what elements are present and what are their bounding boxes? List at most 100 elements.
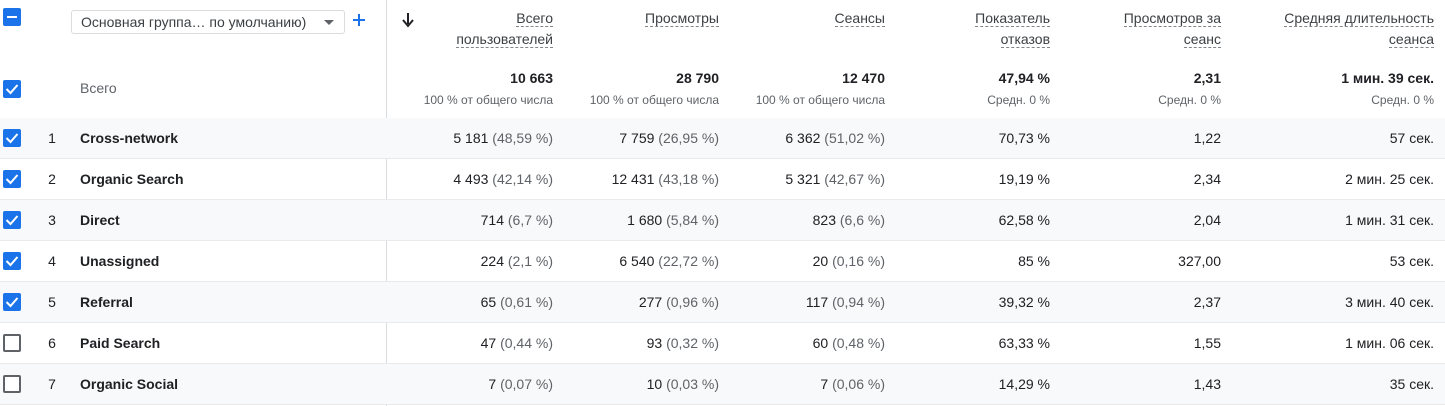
total-avg-duration: 1 мин. 39 сек. bbox=[1341, 70, 1434, 86]
table-row[interactable]: 6 Paid Search 47 (0,44 %) 93 (0,32 %) 60 (0,… bbox=[0, 323, 1445, 364]
row-channel-name[interactable]: Referral bbox=[80, 294, 133, 310]
plus-icon[interactable] bbox=[350, 8, 368, 32]
arrow-down-icon[interactable] bbox=[401, 12, 415, 28]
cell-avg-duration-value: 1 мин. 06 сек. bbox=[1345, 335, 1434, 351]
cell-views-value: 6 540 bbox=[619, 253, 655, 269]
row-channel-name[interactable]: Paid Search bbox=[80, 335, 161, 351]
select-all-checkbox[interactable] bbox=[3, 8, 21, 26]
total-bounce: 47,94 % bbox=[998, 70, 1050, 86]
column-header-bounce[interactable]: Показатель отказов bbox=[921, 8, 1050, 50]
checkmark-icon bbox=[5, 84, 19, 95]
column-header-users-line1: Всего bbox=[516, 10, 553, 27]
column-header-users[interactable]: Всего пользователей bbox=[420, 8, 553, 50]
checkmark-icon bbox=[5, 256, 19, 267]
total-views-sub: 100 % от общего числа bbox=[589, 93, 719, 107]
cell-users: 65 (0,61 %) bbox=[420, 294, 553, 310]
cell-bounce: 19,19 % bbox=[921, 171, 1050, 187]
cell-views-value: 1 680 bbox=[627, 212, 663, 228]
cell-avg-duration-value: 3 мин. 40 сек. bbox=[1345, 294, 1434, 310]
cell-users-percent: (0,07 %) bbox=[500, 376, 553, 392]
cell-views-per-session: 1,22 bbox=[1090, 130, 1221, 146]
column-header-views-per-session[interactable]: Просмотров за сеанс bbox=[1090, 8, 1221, 50]
cell-bounce: 63,33 % bbox=[921, 335, 1050, 351]
totals-checkbox[interactable] bbox=[3, 80, 21, 98]
cell-views-value: 93 bbox=[646, 335, 663, 351]
cell-sessions: 117 (0,94 %) bbox=[746, 294, 885, 310]
cell-views-per-session: 1,43 bbox=[1090, 376, 1221, 392]
cell-views: 6 540 (22,72 %) bbox=[580, 253, 719, 269]
cell-avg-duration-value: 53 сек. bbox=[1389, 253, 1434, 269]
cell-bounce: 14,29 % bbox=[921, 376, 1050, 392]
row-checkbox[interactable] bbox=[3, 293, 21, 311]
cell-users-percent: (6,7 %) bbox=[507, 212, 553, 228]
cell-users-value: 65 bbox=[480, 294, 497, 310]
cell-sessions-percent: (0,06 %) bbox=[832, 376, 885, 392]
table-row[interactable]: 1 Cross-network 5 181 (48,59 %) 7 759 (26,9… bbox=[0, 118, 1445, 159]
column-header-sessions[interactable]: Сеансы bbox=[756, 8, 885, 29]
cell-views-per-session-value: 2,34 bbox=[1193, 171, 1221, 187]
cell-users-percent: (48,59 %) bbox=[492, 130, 553, 146]
cell-views-percent: (43,18 %) bbox=[658, 171, 719, 187]
cell-users-value: 714 bbox=[480, 212, 504, 228]
cell-users-value: 47 bbox=[480, 335, 497, 351]
column-header-views[interactable]: Просмотры bbox=[590, 8, 719, 29]
table-row[interactable]: 7 Organic Social 7 (0,07 %) 10 (0,03 %) 7 (0… bbox=[0, 364, 1445, 405]
table-row[interactable]: 3 Direct 714 (6,7 %) 1 680 (5,84 %) 823 (6,6… bbox=[0, 200, 1445, 241]
row-channel-name[interactable]: Organic Social bbox=[80, 376, 179, 392]
total-duration-sub: Средн. 0 % bbox=[1371, 93, 1434, 107]
row-checkbox[interactable] bbox=[3, 252, 21, 270]
cell-views-per-session-value: 2,37 bbox=[1193, 294, 1221, 310]
checkmark-icon bbox=[5, 297, 19, 308]
cell-bounce-value: 70,73 % bbox=[998, 130, 1050, 146]
row-channel-name[interactable]: Direct bbox=[80, 212, 120, 228]
column-header-bounce-line1: Показатель bbox=[975, 10, 1050, 27]
cell-users-percent: (42,14 %) bbox=[492, 171, 553, 187]
cell-views: 10 (0,03 %) bbox=[580, 376, 719, 392]
row-checkbox[interactable] bbox=[3, 170, 21, 188]
row-checkbox[interactable] bbox=[3, 129, 21, 147]
cell-views-value: 277 bbox=[638, 294, 663, 310]
cell-bounce: 39,32 % bbox=[921, 294, 1050, 310]
cell-avg-duration: 2 мин. 25 сек. bbox=[1255, 171, 1434, 187]
cell-sessions-value: 7 bbox=[820, 376, 829, 392]
row-number: 2 bbox=[48, 171, 56, 187]
cell-avg-duration-value: 1 мин. 31 сек. bbox=[1345, 212, 1434, 228]
table-row[interactable]: 2 Organic Search 4 493 (42,14 %) 12 431 (43… bbox=[0, 159, 1445, 200]
row-number: 4 bbox=[48, 253, 56, 269]
cell-avg-duration-value: 35 сек. bbox=[1389, 376, 1434, 392]
row-checkbox[interactable] bbox=[3, 334, 21, 352]
column-header-bounce-line2: отказов bbox=[1000, 31, 1050, 48]
cell-sessions-value: 60 bbox=[812, 335, 829, 351]
cell-users: 224 (2,1 %) bbox=[420, 253, 553, 269]
cell-views-per-session: 327,00 bbox=[1090, 253, 1221, 269]
row-checkbox[interactable] bbox=[3, 211, 21, 229]
row-channel-name[interactable]: Cross-network bbox=[80, 130, 179, 146]
row-channel-name[interactable]: Organic Search bbox=[80, 171, 184, 187]
cell-sessions-value: 6 362 bbox=[785, 130, 821, 146]
column-header-avg-duration[interactable]: Средняя длительность сеанса bbox=[1255, 8, 1434, 50]
cell-sessions-percent: (0,16 %) bbox=[832, 253, 885, 269]
cell-views-value: 10 bbox=[646, 376, 663, 392]
dimension-select[interactable]: Основная группа… по умолчанию) bbox=[71, 10, 345, 34]
cell-avg-duration: 53 сек. bbox=[1255, 253, 1434, 269]
cell-users-percent: (0,61 %) bbox=[500, 294, 553, 310]
checkmark-icon bbox=[5, 133, 19, 144]
table-row[interactable]: 5 Referral 65 (0,61 %) 277 (0,96 %) 117 (0,9… bbox=[0, 282, 1445, 323]
cell-views: 93 (0,32 %) bbox=[580, 335, 719, 351]
column-header-users-line2: пользователей bbox=[456, 31, 553, 48]
total-vps-sub: Средн. 0 % bbox=[1158, 93, 1221, 107]
cell-avg-duration: 3 мин. 40 сек. bbox=[1255, 294, 1434, 310]
total-users-sub: 100 % от общего числа bbox=[423, 93, 553, 107]
row-checkbox[interactable] bbox=[3, 375, 21, 393]
cell-sessions: 7 (0,06 %) bbox=[746, 376, 885, 392]
cell-avg-duration: 35 сек. bbox=[1255, 376, 1434, 392]
cell-views-percent: (0,03 %) bbox=[666, 376, 719, 392]
cell-bounce-value: 39,32 % bbox=[998, 294, 1050, 310]
row-channel-name[interactable]: Unassigned bbox=[80, 253, 160, 269]
cell-views-percent: (0,96 %) bbox=[666, 294, 719, 310]
table-row[interactable]: 4 Unassigned 224 (2,1 %) 6 540 (22,72 %) 20 … bbox=[0, 241, 1445, 282]
cell-sessions: 823 (6,6 %) bbox=[746, 212, 885, 228]
cell-users: 47 (0,44 %) bbox=[420, 335, 553, 351]
cell-sessions-value: 823 bbox=[812, 212, 836, 228]
cell-avg-duration: 57 сек. bbox=[1255, 130, 1434, 146]
